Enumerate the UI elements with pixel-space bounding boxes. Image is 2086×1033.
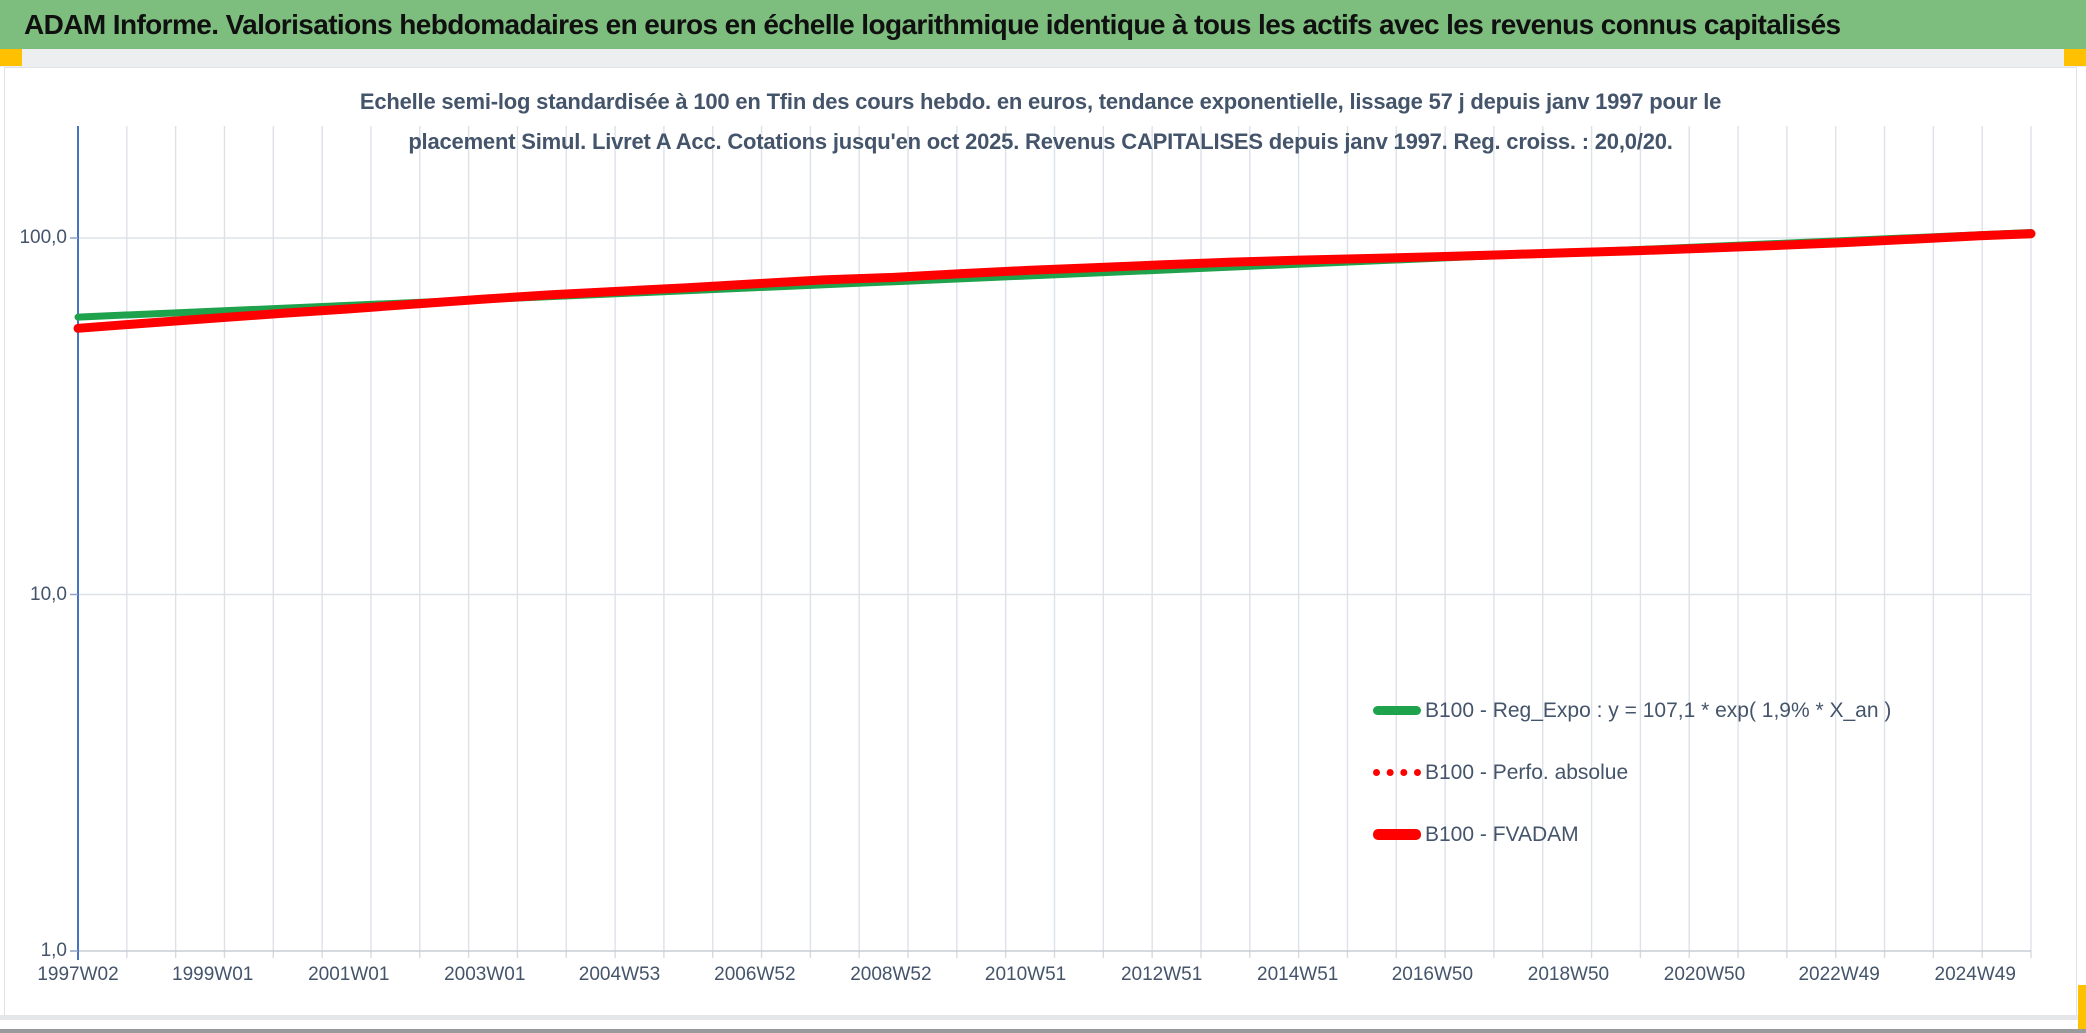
- legend-swatch-green-line: [1373, 706, 1421, 715]
- x-axis-label: 2016W50: [1391, 964, 1474, 985]
- accent-bar-bottom-right: [2078, 985, 2086, 1029]
- chart-title: Echelle semi-log standardisée à 100 en T…: [5, 82, 2076, 162]
- x-axis-label: 2020W50: [1663, 964, 1746, 985]
- accent-square-right: [2064, 49, 2086, 66]
- legend-item-reg-expo: B100 - Reg_Expo : y = 107,1 * exp( 1,9% …: [1373, 690, 1891, 731]
- x-axis-label: 2012W51: [1120, 964, 1203, 985]
- legend-item-perfo-absolue: B100 - Perfo. absolue: [1373, 752, 1891, 793]
- y-axis-label: 10,0: [30, 583, 67, 605]
- bottom-light-strip: [0, 1015, 2086, 1020]
- x-axis-label: 1999W01: [172, 964, 254, 985]
- chart-title-line1: Echelle semi-log standardisée à 100 en T…: [359, 89, 1722, 114]
- header-title: ADAM Informe. Valorisations hebdomadaire…: [24, 8, 1841, 40]
- legend-item-fvadam: B100 - FVADAM: [1373, 814, 1891, 855]
- legend-label-perfo-absolue: B100 - Perfo. absolue: [1425, 760, 1629, 784]
- x-axis-label: 2024W49: [1934, 964, 2016, 985]
- x-axis-label: 2004W53: [578, 964, 661, 985]
- y-axis-label: 1,0: [40, 940, 67, 961]
- chart-card: Echelle semi-log standardisée à 100 en T…: [4, 67, 2077, 1017]
- x-axis-label: 2008W52: [850, 964, 932, 985]
- bottom-dark-strip: [0, 1029, 2086, 1033]
- sub-header-strip: [0, 49, 2086, 67]
- x-axis-label: 1997W02: [37, 964, 119, 985]
- legend-label-reg-expo: B100 - Reg_Expo : y = 107,1 * exp( 1,9% …: [1425, 698, 1892, 722]
- x-axis-label: 2003W01: [444, 964, 526, 985]
- x-axis-label: 2022W49: [1798, 964, 1880, 985]
- chart-title-line2: placement Simul. Livret A Acc. Cotations…: [408, 129, 1673, 154]
- series-line-fvadam: [73, 229, 2036, 333]
- y-axis-label: 100,0: [19, 227, 67, 248]
- x-axis-label: 2014W51: [1257, 964, 1339, 985]
- x-axis-label: 2010W51: [984, 964, 1067, 985]
- accent-square-left: [0, 49, 22, 66]
- legend-swatch-red-dotted-line: [1373, 769, 1421, 776]
- x-axis-label: 2001W01: [308, 964, 390, 985]
- x-axis-label: 2018W50: [1527, 964, 1610, 985]
- legend-swatch-red-line: [1373, 829, 1421, 840]
- x-axis-label: 2006W52: [714, 964, 796, 985]
- chart-plot: [70, 126, 2036, 960]
- legend-label-fvadam: B100 - FVADAM: [1425, 822, 1579, 846]
- legend: B100 - Reg_Expo : y = 107,1 * exp( 1,9% …: [1373, 690, 1891, 876]
- header-bar: ADAM Informe. Valorisations hebdomadaire…: [0, 0, 2086, 49]
